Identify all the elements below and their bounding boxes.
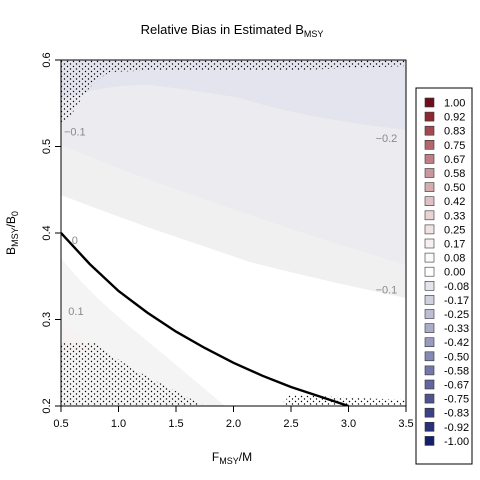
legend-swatch	[424, 295, 435, 305]
legend-swatch	[424, 196, 435, 206]
legend-label: -0.17	[444, 295, 469, 307]
contour-label: −0.2	[376, 133, 398, 145]
legend-swatch	[424, 421, 435, 432]
x-tick-label: 0.5	[53, 418, 68, 430]
legend-label: -0.08	[444, 281, 469, 293]
legend-label: 0.08	[444, 253, 465, 265]
legend-label: 0.92	[444, 112, 465, 124]
dotted-region-top	[61, 60, 406, 122]
contour-label: −0.1	[376, 285, 398, 297]
legend-swatch	[424, 379, 435, 390]
x-tick-label: 1.0	[111, 418, 126, 430]
legend-label: -0.75	[444, 394, 469, 406]
legend-label: 1.00	[444, 98, 465, 110]
legend-swatch	[424, 407, 435, 418]
legend-swatch	[424, 351, 435, 362]
y-tick-label: 0.2	[41, 398, 53, 413]
y-tick-label: 0.6	[41, 52, 53, 67]
y-axis: 0.2 0.3 0.4 0.5 0.6	[41, 52, 61, 414]
legend-swatch	[424, 252, 435, 263]
legend: 1.00 0.92 0.83 0.75 0.67 0.58 0.50 0.42 0.33 0.25…	[415, 87, 473, 465]
heatmap-band-neg01	[61, 85, 406, 265]
x-axis-title: FMSY/M	[212, 450, 252, 466]
legend-label: 0.33	[444, 210, 465, 222]
legend-label: 0.00	[444, 267, 465, 279]
legend-swatch	[424, 436, 435, 446]
legend-swatch	[424, 125, 435, 136]
legend-label: -0.50	[444, 351, 469, 363]
legend-swatch	[424, 323, 435, 333]
dotted-region-bottom-right	[280, 395, 406, 406]
x-tick-label: 3.0	[341, 418, 356, 430]
legend-swatch	[424, 365, 435, 376]
dotted-region-bottom-left	[61, 343, 205, 406]
legend-label: -0.83	[444, 408, 469, 420]
contour-label: −0.1	[64, 126, 86, 138]
y-axis-title: BMSY/B0	[4, 211, 20, 255]
contour-label: 0	[72, 235, 78, 247]
legend-swatch	[424, 210, 435, 221]
legend-swatch	[424, 238, 435, 249]
legend-label: -1.00	[444, 436, 469, 448]
legend-label: 0.42	[444, 196, 465, 208]
legend-label: 0.58	[444, 168, 465, 180]
legend-swatch	[424, 154, 435, 164]
legend-label: -0.67	[444, 380, 469, 392]
legend-swatch	[424, 140, 435, 150]
y-tick-label: 0.3	[41, 312, 53, 327]
legend-items: 1.00 0.92 0.83 0.75 0.67 0.58 0.50 0.42 0.33 0.25…	[424, 97, 469, 448]
x-tick-label: 2.0	[226, 418, 241, 430]
legend-label: 0.67	[444, 154, 465, 166]
legend-swatch	[424, 111, 435, 122]
y-tick-label: 0.4	[41, 225, 53, 240]
x-tick-label: 1.5	[168, 418, 183, 430]
legend-swatch	[424, 309, 435, 319]
series-line	[61, 232, 349, 406]
chart-title: Relative Bias in Estimated BMSY	[141, 22, 324, 39]
legend-swatch	[424, 224, 435, 235]
legend-label: -0.58	[444, 365, 469, 377]
legend-label: -0.33	[444, 323, 469, 335]
legend-swatch	[424, 393, 435, 404]
heatmap-surface	[61, 60, 406, 406]
legend-label: 0.50	[444, 182, 465, 194]
legend-label: -0.42	[444, 337, 469, 349]
legend-swatch	[424, 182, 435, 192]
legend-swatch	[424, 280, 435, 291]
x-tick-label: 2.5	[283, 418, 298, 430]
legend-label: 0.83	[444, 126, 465, 138]
x-tick-label: 3.5	[398, 418, 413, 430]
x-axis: 0.5 1.0 1.5 2.0 2.5 3.0 3.5	[53, 406, 414, 430]
contour-labels: −0.1 −0.2 0 −0.1 0.1	[64, 126, 397, 318]
legend-label: 0.25	[444, 224, 465, 236]
heatmap-band-neg02	[61, 145, 406, 298]
legend-swatch	[424, 168, 435, 178]
legend-swatch	[424, 97, 435, 108]
legend-swatch	[424, 337, 435, 348]
y-tick-label: 0.5	[41, 139, 53, 154]
contour-label: 0.1	[68, 306, 83, 318]
heatmap-band-upper	[61, 60, 406, 130]
legend-label: -0.25	[444, 309, 469, 321]
legend-label: -0.92	[444, 422, 469, 434]
legend-label: 0.17	[444, 239, 465, 251]
legend-swatch	[424, 266, 435, 277]
legend-label: 0.75	[444, 140, 465, 152]
